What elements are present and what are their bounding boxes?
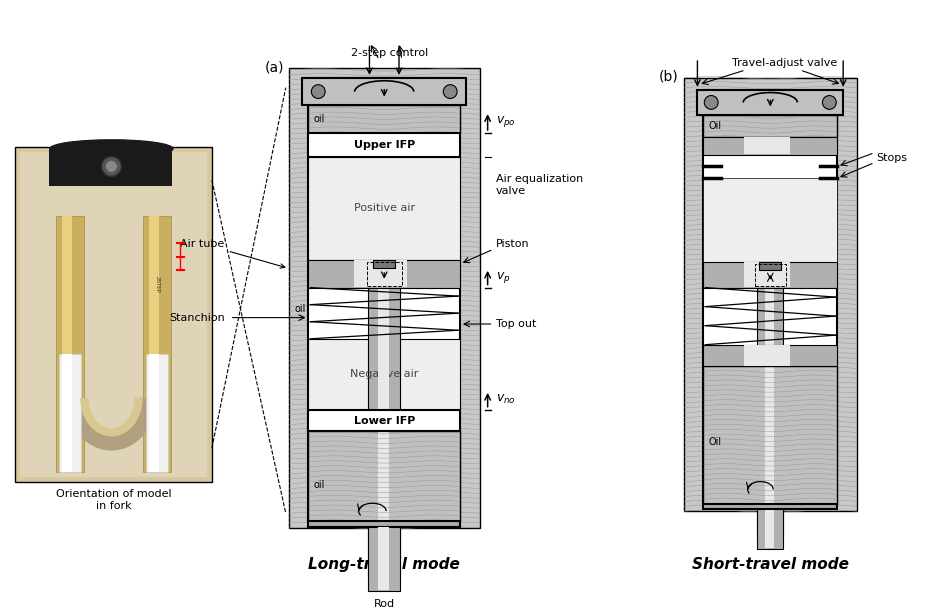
Bar xyxy=(368,527,400,591)
Circle shape xyxy=(443,85,457,99)
Text: $v_p$: $v_p$ xyxy=(495,270,509,285)
Bar xyxy=(367,262,402,286)
Bar xyxy=(308,521,459,527)
Bar xyxy=(308,105,459,133)
Bar xyxy=(756,509,782,549)
Text: Travel-adjust valve: Travel-adjust valve xyxy=(731,58,837,68)
Text: 2-step control: 2-step control xyxy=(350,48,427,58)
Bar xyxy=(308,410,459,431)
Bar xyxy=(702,178,836,262)
Bar xyxy=(143,216,171,472)
Text: Negative air: Negative air xyxy=(350,369,418,379)
Bar xyxy=(15,147,212,482)
Bar xyxy=(368,286,400,575)
Bar xyxy=(62,354,72,472)
Bar xyxy=(146,354,167,472)
Bar xyxy=(683,78,856,511)
Text: Long-travel mode: Long-travel mode xyxy=(308,557,459,572)
Bar xyxy=(57,216,84,472)
Bar xyxy=(49,147,173,186)
Bar xyxy=(378,286,389,575)
Text: Top out: Top out xyxy=(495,319,535,329)
Bar xyxy=(765,262,773,533)
Bar xyxy=(702,115,836,137)
Bar xyxy=(742,262,790,287)
Bar xyxy=(308,133,459,157)
Bar xyxy=(742,138,790,154)
Ellipse shape xyxy=(50,140,173,158)
Bar xyxy=(308,339,459,410)
Bar xyxy=(354,261,406,287)
Text: Short-travel mode: Short-travel mode xyxy=(691,557,848,572)
Bar xyxy=(765,510,773,548)
Circle shape xyxy=(821,96,835,110)
Bar xyxy=(308,260,459,287)
Bar xyxy=(702,345,836,367)
Circle shape xyxy=(311,85,325,99)
Bar xyxy=(303,78,466,105)
Bar xyxy=(19,152,207,477)
Bar xyxy=(289,68,479,528)
Text: 2STEP: 2STEP xyxy=(154,276,159,293)
Text: Air tube: Air tube xyxy=(180,239,285,268)
Text: (a): (a) xyxy=(264,60,283,74)
Text: Oil: Oil xyxy=(707,437,721,447)
Bar xyxy=(378,527,389,590)
Bar xyxy=(756,262,782,533)
Text: oil: oil xyxy=(294,304,305,314)
Text: Orientation of model
in fork: Orientation of model in fork xyxy=(56,490,171,511)
Circle shape xyxy=(703,96,717,110)
Bar xyxy=(702,504,836,509)
Bar xyxy=(308,431,459,521)
Bar xyxy=(702,137,836,155)
Bar xyxy=(59,354,81,472)
Bar xyxy=(148,216,159,472)
Bar xyxy=(308,78,459,521)
Bar xyxy=(702,367,836,504)
Text: Stops: Stops xyxy=(876,153,907,163)
Bar xyxy=(308,157,459,260)
Bar xyxy=(754,264,785,286)
Text: $v_{no}$: $v_{no}$ xyxy=(495,393,515,406)
Circle shape xyxy=(101,157,122,176)
Text: Piston: Piston xyxy=(495,239,529,249)
Text: Positive air: Positive air xyxy=(354,203,414,213)
Bar xyxy=(373,260,394,268)
Text: oil: oil xyxy=(313,480,325,490)
Text: Oil: Oil xyxy=(707,121,721,131)
Text: oil: oil xyxy=(313,114,325,124)
Text: Stanchion: Stanchion xyxy=(169,312,225,323)
Bar xyxy=(759,262,780,270)
Bar xyxy=(742,345,790,366)
Text: Lower IFP: Lower IFP xyxy=(354,415,415,426)
Text: Upper IFP: Upper IFP xyxy=(354,140,415,150)
Text: Rod: Rod xyxy=(373,599,394,609)
Bar xyxy=(702,90,836,504)
Bar xyxy=(702,262,836,287)
Bar xyxy=(62,216,72,472)
Bar xyxy=(697,90,843,115)
Circle shape xyxy=(106,161,117,172)
Text: $v_{po}$: $v_{po}$ xyxy=(495,114,515,128)
Text: (b): (b) xyxy=(658,70,678,84)
Text: Air equalization
valve: Air equalization valve xyxy=(495,174,582,196)
Bar xyxy=(148,354,159,472)
